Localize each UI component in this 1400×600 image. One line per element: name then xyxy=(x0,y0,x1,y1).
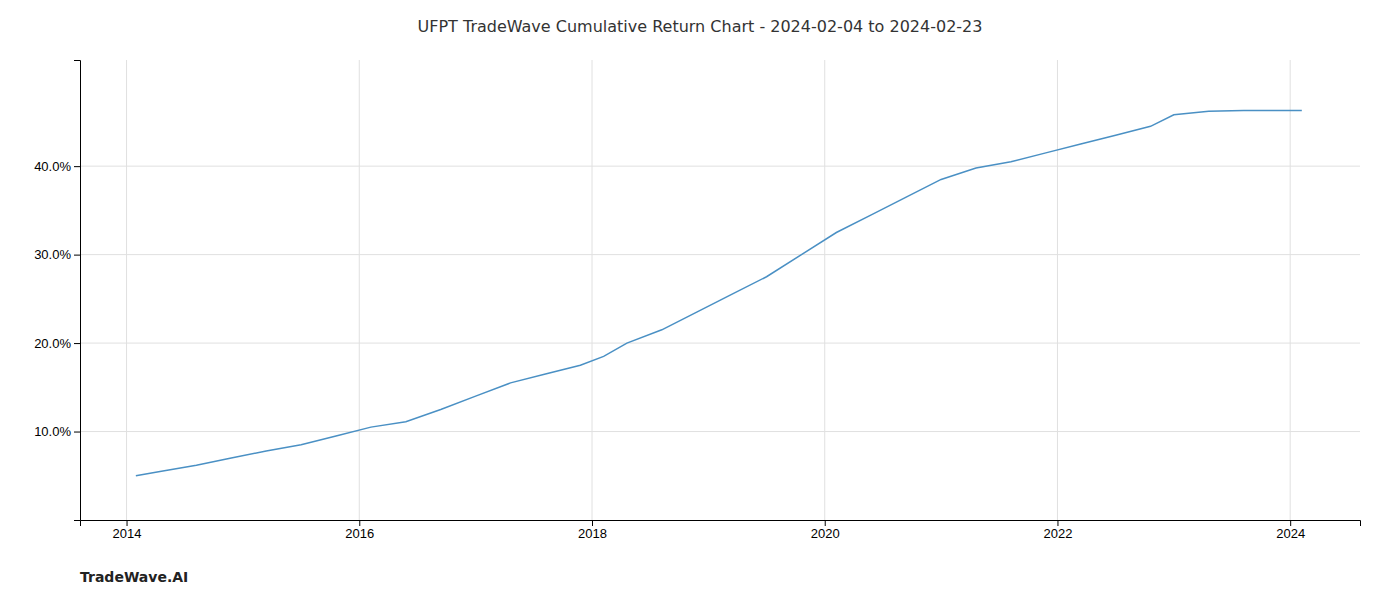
watermark: TradeWave.AI xyxy=(80,569,188,585)
tick-label: 10.0% xyxy=(34,424,71,439)
tick-mark xyxy=(74,432,80,433)
grid-line xyxy=(1290,60,1291,520)
y-tick: 40.0% xyxy=(34,159,80,174)
axis-line xyxy=(74,61,81,521)
tick-mark xyxy=(74,343,80,344)
y-tick: 20.0% xyxy=(34,336,80,351)
x-tick: 2014 xyxy=(113,520,142,541)
grid-line xyxy=(80,254,1360,255)
grid-line xyxy=(126,60,127,520)
tick-label: 2018 xyxy=(578,526,607,541)
title: UFPT TradeWave Cumulative Return Chart -… xyxy=(418,17,983,36)
chart: 2014 2016 2018 2020 2022 2024 10.0% 20.0% 30.0% 4… xyxy=(0,0,1400,600)
grid-line xyxy=(824,60,825,520)
x-tick: 2016 xyxy=(345,520,374,541)
tick-label: 2014 xyxy=(113,526,142,541)
tick-mark xyxy=(74,166,80,167)
grid-line xyxy=(359,60,360,520)
grid-line xyxy=(80,166,1360,167)
tick-mark xyxy=(1290,520,1291,526)
tick-label: 40.0% xyxy=(34,159,71,174)
tick-label: 20.0% xyxy=(34,336,71,351)
tick-label: 2024 xyxy=(1276,526,1305,541)
grid-line xyxy=(1057,60,1058,520)
y-tick: 10.0% xyxy=(34,424,80,439)
tick-label: 2022 xyxy=(1043,526,1072,541)
tick-label: 2020 xyxy=(811,526,840,541)
y-tick: 30.0% xyxy=(34,247,80,262)
data-line xyxy=(136,110,1302,475)
grid-line xyxy=(592,60,593,520)
grid xyxy=(80,60,1360,520)
tick-label: 30.0% xyxy=(34,247,71,262)
tick-label: 2016 xyxy=(345,526,374,541)
tick-mark xyxy=(359,520,360,526)
x-tick: 2022 xyxy=(1043,520,1072,541)
grid-line xyxy=(80,431,1360,432)
grid-line xyxy=(80,343,1360,344)
tick-mark xyxy=(825,520,826,526)
x-tick: 2024 xyxy=(1276,520,1305,541)
y-axis: 10.0% 20.0% 30.0% 40.0% xyxy=(34,61,80,521)
tick-mark xyxy=(74,255,80,256)
tick-mark xyxy=(592,520,593,526)
x-tick: 2018 xyxy=(578,520,607,541)
tick-mark xyxy=(1057,520,1058,526)
x-tick: 2020 xyxy=(811,520,840,541)
plot-area xyxy=(136,110,1302,475)
tick-mark xyxy=(127,520,128,526)
x-axis: 2014 2016 2018 2020 2022 2024 xyxy=(81,520,1361,541)
axis-line xyxy=(81,521,1361,527)
